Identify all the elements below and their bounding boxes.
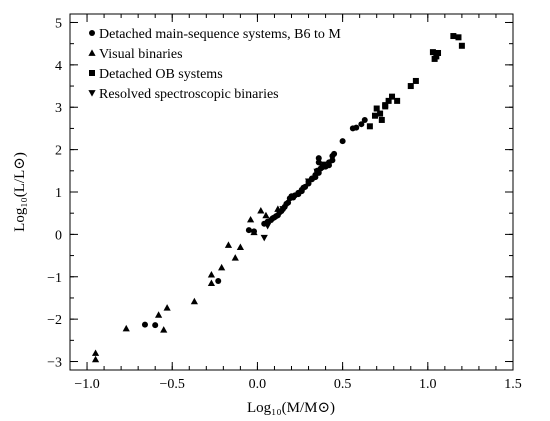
data-point-square bbox=[382, 103, 389, 110]
y-tick-label: −2 bbox=[47, 313, 62, 328]
legend: Detached main-sequence systems, B6 to M V… bbox=[88, 27, 341, 102]
data-point-square bbox=[371, 112, 378, 119]
y-tick-label: 3 bbox=[55, 101, 62, 116]
data-point-triangle-up bbox=[91, 355, 100, 363]
x-tick-label: 0.5 bbox=[334, 377, 352, 392]
data-point-square bbox=[429, 49, 436, 56]
data-point-square bbox=[377, 110, 384, 117]
data-point-triangle-up bbox=[231, 254, 239, 261]
data-points bbox=[91, 33, 465, 363]
data-point-circle bbox=[269, 215, 276, 222]
data-point-triangle-down bbox=[313, 168, 321, 176]
x-axis-label: Log₁₀(M/M⊙) bbox=[247, 400, 335, 416]
data-point-triangle-down bbox=[304, 178, 313, 186]
data-point-circle bbox=[315, 159, 322, 166]
data-point-square bbox=[450, 33, 457, 40]
y-axis-label: Log₁₀(L/L⊙) bbox=[12, 152, 28, 232]
data-point-triangle-down bbox=[279, 206, 287, 213]
legend-marker-triangle-down bbox=[88, 90, 96, 97]
data-point-triangle-up bbox=[163, 304, 171, 311]
data-point-circle bbox=[290, 194, 297, 201]
legend-marker-triangle-up bbox=[88, 49, 96, 56]
data-point-circle bbox=[285, 199, 292, 206]
data-point-triangle-up bbox=[236, 243, 244, 250]
data-point-square bbox=[394, 97, 401, 104]
data-point-circle bbox=[245, 227, 252, 234]
data-point-triangle-up bbox=[207, 279, 216, 286]
data-point-circle bbox=[353, 124, 360, 131]
data-point-triangle-down bbox=[264, 223, 272, 230]
legend-label: Detached OB systems bbox=[99, 67, 223, 82]
x-tick-label: 1.5 bbox=[504, 377, 522, 392]
data-point-square bbox=[458, 42, 465, 49]
x-tick-label: 0.0 bbox=[249, 377, 267, 392]
legend-marker-circle bbox=[89, 30, 95, 36]
data-point-triangle-up bbox=[218, 263, 226, 271]
data-point-triangle-up bbox=[190, 297, 198, 305]
y-tick-label: 1 bbox=[55, 186, 62, 201]
data-point-square bbox=[366, 123, 373, 130]
legend-label: Visual binaries bbox=[99, 47, 183, 62]
data-point-circle bbox=[215, 278, 222, 284]
data-point-square bbox=[385, 97, 392, 104]
data-point-square bbox=[407, 83, 414, 90]
legend-label: Resolved spectroscopic binaries bbox=[99, 87, 279, 102]
data-point-triangle-down bbox=[260, 234, 268, 242]
data-point-circle bbox=[361, 116, 368, 123]
data-point-triangle-up bbox=[122, 324, 130, 332]
data-point-circle bbox=[315, 155, 322, 162]
data-point-circle bbox=[339, 138, 346, 145]
legend-label: Detached main-sequence systems, B6 to M bbox=[99, 27, 341, 42]
x-tick-label: −0.5 bbox=[160, 377, 185, 392]
data-point-square bbox=[373, 105, 380, 112]
data-point-circle bbox=[329, 152, 336, 159]
data-point-circle bbox=[358, 121, 365, 128]
data-point-circle bbox=[141, 321, 148, 328]
tick-label-group: −1.0 −0.5 0.0 0.5 1.0 1.5 −3 −2 −1 0 1 2 3 4 5 bbox=[47, 16, 522, 392]
data-point-square bbox=[389, 93, 396, 100]
data-point-triangle-up bbox=[207, 271, 216, 278]
data-point-square bbox=[433, 53, 440, 60]
data-point-square bbox=[378, 116, 385, 123]
data-point-triangle-up bbox=[262, 211, 270, 219]
tick-group bbox=[70, 14, 514, 370]
data-point-square bbox=[455, 34, 462, 41]
data-point-square bbox=[435, 49, 442, 56]
y-tick-label: 2 bbox=[55, 144, 62, 159]
legend-marker-square bbox=[89, 70, 95, 76]
y-tick-label: 0 bbox=[55, 228, 62, 243]
data-point-circle bbox=[325, 162, 332, 169]
data-point-triangle-up bbox=[91, 349, 100, 356]
y-tick-label: 5 bbox=[55, 16, 62, 31]
x-tick-label: −1.0 bbox=[74, 377, 99, 392]
data-point-triangle-up bbox=[250, 228, 258, 236]
x-tick-label: 1.0 bbox=[419, 377, 437, 392]
data-point-triangle-up bbox=[160, 326, 168, 333]
data-point-triangle-down bbox=[320, 161, 328, 169]
data-point-circle bbox=[298, 188, 305, 195]
data-point-square bbox=[412, 77, 419, 84]
data-point-circle bbox=[329, 157, 336, 164]
data-point-triangle-up bbox=[224, 241, 233, 248]
y-tick-label: −1 bbox=[47, 271, 62, 286]
data-point-triangle-up bbox=[274, 205, 282, 212]
y-tick-label: 4 bbox=[55, 59, 62, 74]
data-point-circle bbox=[152, 322, 159, 329]
data-point-triangle-up bbox=[247, 215, 255, 223]
data-point-triangle-up bbox=[155, 311, 163, 318]
y-tick-label: −3 bbox=[47, 356, 62, 371]
data-point-triangle-up bbox=[257, 207, 265, 214]
